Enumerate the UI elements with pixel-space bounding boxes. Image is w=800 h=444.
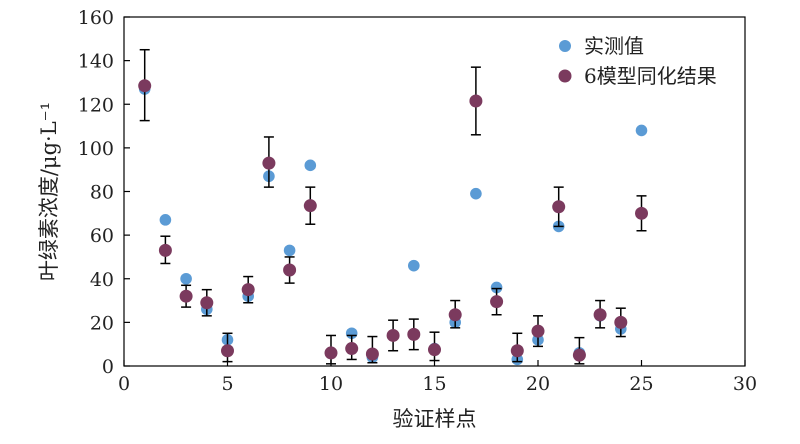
x-tick-label: 15 [422,373,446,395]
measured-point [635,124,648,137]
model-point [283,263,297,277]
y-tick-label: 0 [102,356,114,378]
model-point [386,328,400,342]
model-point [469,94,483,108]
x-tick-label: 10 [319,373,343,395]
y-tick-label: 160 [78,7,114,29]
model-point [200,296,214,310]
model-point [572,348,586,362]
measured-point [159,214,172,226]
model-point [490,295,504,309]
measured-point [470,187,482,200]
model-point [179,289,193,303]
measured-point [490,281,503,294]
model-point [531,324,545,338]
model-point [303,199,317,213]
measured-point [180,272,192,285]
legend: 实测值 6模型同化结果 [558,34,717,88]
model-point [158,243,172,257]
model-point [428,343,441,357]
x-tick-label: 5 [221,373,233,395]
y-tick-label: 120 [78,94,114,116]
model-point [614,315,628,329]
x-tick-label: 20 [526,373,550,395]
x-axis-title: 验证样点 [393,407,477,431]
legend-marker-measured [559,40,571,52]
measured-point [408,259,420,272]
measured-point [304,159,317,172]
model-point [365,347,379,361]
model-point [448,308,462,322]
y-axis-title: 叶绿素浓度/μg·L⁻¹ [37,102,61,281]
model-point [635,206,648,220]
y-tick-label: 100 [78,138,114,160]
axes: 0 5 10 15 20 25 30 0 20 40 60 80 100 120 140 160 [78,7,757,395]
x-tick-label: 0 [118,373,130,395]
model-point [407,327,421,341]
model-point [138,79,152,93]
model-point [221,344,234,358]
y-tick-label: 80 [90,182,114,204]
x-tick-label: 30 [733,373,757,395]
model-point [345,342,359,356]
y-tick-label: 140 [78,51,114,73]
y-tick-label: 40 [90,269,114,291]
x-tick-label: 25 [629,373,653,395]
model-point [593,308,607,322]
model-point [510,344,524,358]
model-point [241,283,255,297]
model-point [324,346,338,360]
y-tick-label: 60 [90,225,114,247]
measured-point [283,244,296,257]
model-point [552,200,566,214]
legend-label-measured: 实测值 [584,34,644,58]
y-tick-label: 20 [90,312,114,334]
model-point [262,156,276,170]
legend-label-model: 6模型同化结果 [584,64,717,88]
legend-marker-model [558,69,572,83]
plot-area [138,48,648,366]
